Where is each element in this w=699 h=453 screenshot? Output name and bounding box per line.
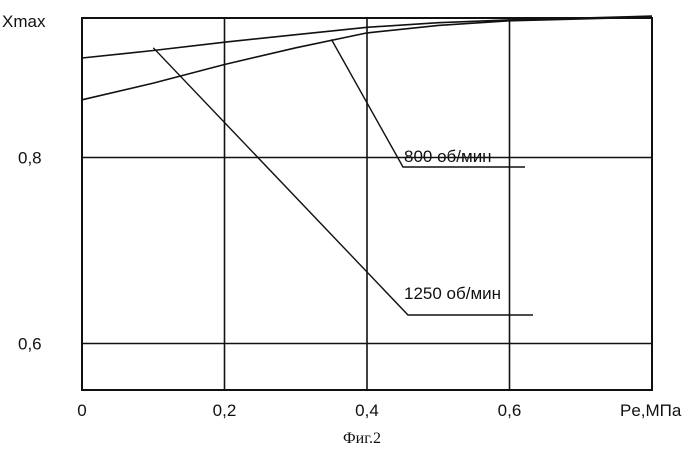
y-tick-label: 0,6: [18, 335, 42, 354]
x-tick-label: 0: [77, 401, 86, 420]
leader-layer: [153, 39, 533, 315]
x-axis-label: Pe,МПа: [620, 401, 682, 420]
series-annotation: 800 об/мин: [404, 147, 492, 166]
grid-layer: [82, 18, 652, 390]
x-tick-label: 0,4: [355, 401, 379, 420]
y-axis-label: Xmax: [2, 12, 46, 31]
x-tick-label: 0,2: [213, 401, 237, 420]
annotation-leader: [153, 48, 533, 315]
figure-caption: Фиг.2: [343, 430, 381, 447]
series-annotation: 1250 об/мин: [404, 284, 501, 303]
x-tick-label: 0,6: [498, 401, 522, 420]
y-tick-label: 0,8: [18, 149, 42, 168]
label-layer: 0 0,2 0,4 0,6 0,8 0,6 800 об/мин 1250 об/мин: [18, 147, 521, 420]
